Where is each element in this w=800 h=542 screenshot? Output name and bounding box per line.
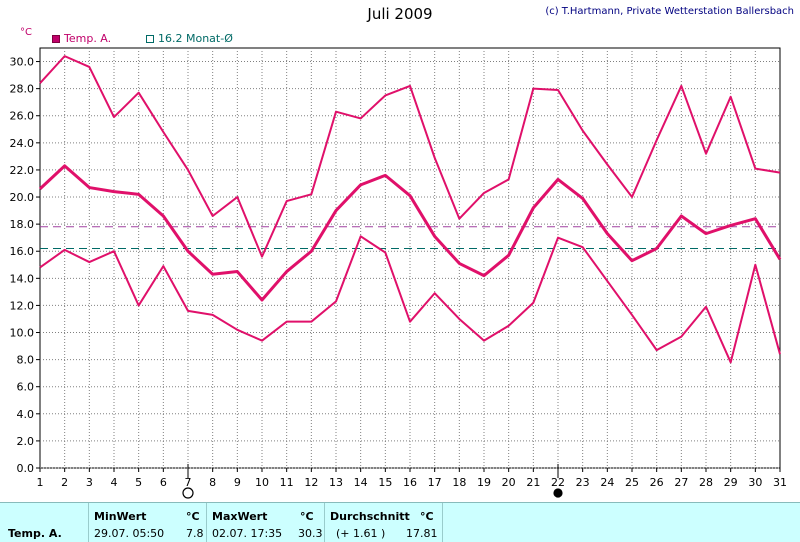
x-tick-label: 2 [61,476,68,489]
stats-min-time: 29.07. 05:50 [94,527,165,540]
full-moon-icon [553,488,563,498]
legend-temp-swatch-icon [52,34,60,43]
x-tick-label: 3 [86,476,93,489]
stats-avg-header: Durchschnitt [330,510,410,523]
x-tick-label: 17 [428,476,442,489]
x-tick-label: 12 [304,476,318,489]
x-tick-label: 15 [378,476,392,489]
stats-max-unit: °C [300,510,314,523]
x-tick-label: 7 [185,476,192,489]
y-tick-label: 12.0 [10,299,35,312]
x-tick-label: 6 [160,476,167,489]
legend-temp-label: Temp. A. [64,32,112,45]
x-tick-label: 25 [625,476,639,489]
y-tick-label: 22.0 [10,164,35,177]
x-tick-label: 29 [724,476,738,489]
stats-avg-cell: Durchschnitt °C (+ 1.61 ) 17.81 [324,503,443,542]
x-tick-label: 30 [748,476,762,489]
stats-avg-value: 17.81 [406,527,438,540]
x-tick-label: 8 [209,476,216,489]
x-tick-label: 16 [403,476,417,489]
y-tick-label: 4.0 [17,408,35,421]
y-tick-label: 14.0 [10,272,35,285]
temp-mean-series-line [38,164,782,302]
y-tick-label: 10.0 [10,327,35,340]
y-tick-label: 28.0 [10,83,35,96]
x-tick-label: 18 [452,476,466,489]
x-tick-label: 28 [699,476,713,489]
x-tick-label: 19 [477,476,491,489]
y-tick-label: 2.0 [17,435,35,448]
legend-average-swatch-icon [146,34,154,43]
stats-avg-unit: °C [420,510,434,523]
new-moon-icon [182,487,194,499]
x-tick-label: 27 [674,476,688,489]
x-tick-label: 9 [234,476,241,489]
stats-min-unit: °C [186,510,200,523]
x-tick-label: 10 [255,476,269,489]
x-tick-label: 13 [329,476,343,489]
stats-max-value: 30.3 [298,527,323,540]
legend-temp: Temp. A. [52,32,111,45]
temp-max-series-line [39,55,781,258]
temp-min-series-line [39,235,781,364]
stats-row-label: Temp. A. [8,527,62,540]
y-tick-label: 18.0 [10,218,35,231]
x-tick-label: 24 [600,476,614,489]
x-tick-label: 4 [111,476,118,489]
stats-max-cell: MaxWert °C 02.07. 17:35 30.3 [206,503,325,542]
y-tick-label: 16.0 [10,245,35,258]
stats-min-value: 7.8 [186,527,204,540]
y-tick-label: 0.0 [17,462,35,475]
stats-min-cell: MinWert °C 29.07. 05:50 7.8 [88,503,207,542]
x-tick-label: 5 [135,476,142,489]
copyright-text: (c) T.Hartmann, Private Wetterstation Ba… [545,6,794,17]
y-tick-label: 20.0 [10,191,35,204]
x-tick-label: 31 [773,476,787,489]
x-tick-label: 1 [37,476,44,489]
x-tick-label: 20 [502,476,516,489]
y-tick-label: 6.0 [17,381,35,394]
legend-average-label: 16.2 Monat-Ø [158,32,233,45]
stats-max-time: 02.07. 17:35 [212,527,283,540]
stats-min-header: MinWert [94,510,147,523]
y-unit-label: °C [20,27,32,38]
y-tick-label: 24.0 [10,137,35,150]
x-tick-label: 21 [526,476,540,489]
y-tick-label: 26.0 [10,110,35,123]
stats-avg-diff: (+ 1.61 ) [336,527,386,540]
x-tick-label: 11 [280,476,294,489]
chart-title: Juli 2009 [367,5,433,23]
y-tick-label: 8.0 [17,354,35,367]
y-tick-label: 30.0 [10,56,35,69]
x-tick-label: 14 [354,476,368,489]
x-tick-label: 26 [650,476,664,489]
stats-row-label-cell: Temp. A. [0,503,89,542]
x-tick-label: 22 [551,476,565,489]
stats-panel: Temp. A. MinWert °C 29.07. 05:50 7.8 Max… [0,502,800,542]
stats-max-header: MaxWert [212,510,268,523]
x-tick-label: 23 [576,476,590,489]
legend-month-average: 16.2 Monat-Ø [146,32,233,45]
